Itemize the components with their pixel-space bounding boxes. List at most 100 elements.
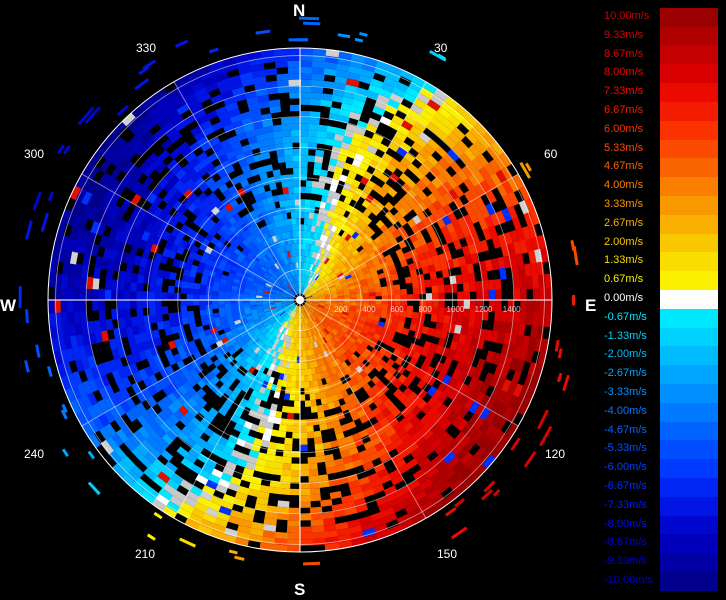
- velocity-cell: [257, 311, 265, 316]
- velocity-cell: [314, 284, 321, 289]
- velocity-cell: [256, 94, 270, 103]
- velocity-cell: [214, 148, 227, 159]
- velocity-cell: [304, 343, 308, 351]
- velocity-cell: [489, 413, 502, 428]
- velocity-cell: [479, 394, 491, 408]
- velocity-cell: [103, 409, 116, 424]
- velocity-cell: [349, 246, 357, 254]
- velocity-cell: [106, 148, 120, 163]
- velocity-cell: [249, 322, 257, 329]
- legend-label: -8.00m/s: [604, 517, 647, 530]
- velocity-cell: [266, 252, 273, 260]
- velocity-cell: [413, 420, 425, 432]
- velocity-cell: [264, 286, 271, 291]
- outer-echo: [117, 104, 130, 116]
- velocity-cell: [536, 261, 545, 277]
- velocity-cell: [93, 375, 105, 390]
- velocity-cell: [266, 86, 280, 95]
- velocity-cell: [530, 324, 539, 339]
- velocity-cell: [132, 236, 142, 248]
- velocity-cell: [192, 293, 200, 300]
- velocity-cell: [408, 81, 424, 94]
- velocity-cell: [472, 416, 485, 431]
- velocity-cell: [308, 130, 319, 138]
- velocity-cell: [329, 331, 336, 338]
- velocity-cell: [443, 136, 457, 150]
- velocity-cell: [177, 404, 189, 416]
- velocity-cell: [512, 383, 524, 399]
- velocity-cell: [165, 126, 179, 139]
- velocity-cell: [324, 291, 331, 295]
- velocity-cell: [265, 245, 272, 253]
- velocity-cell: [309, 335, 314, 343]
- velocity-cell: [287, 406, 295, 414]
- velocity-cell: [347, 356, 355, 364]
- velocity-cell: [191, 442, 204, 454]
- velocity-cell: [264, 131, 276, 140]
- velocity-cell: [259, 226, 266, 235]
- velocity-cell: [322, 321, 329, 327]
- velocity-cell: [188, 75, 204, 87]
- velocity-cell: [411, 75, 427, 88]
- legend-label: -4.00m/s: [604, 404, 647, 417]
- velocity-cell: [425, 293, 433, 301]
- velocity-cell: [258, 100, 271, 109]
- velocity-cell: [334, 133, 345, 142]
- velocity-cell: [295, 369, 300, 376]
- velocity-cell: [331, 329, 338, 336]
- velocity-cell: [328, 354, 335, 362]
- velocity-cell: [369, 478, 382, 489]
- velocity-cell: [284, 307, 291, 312]
- velocity-cell: [345, 401, 355, 410]
- velocity-cell: [450, 443, 464, 457]
- velocity-cell: [339, 108, 352, 118]
- velocity-cell: [164, 349, 174, 359]
- velocity-cell: [232, 369, 241, 379]
- velocity-cell: [284, 225, 290, 233]
- velocity-cell: [393, 458, 407, 470]
- velocity-cell: [406, 130, 420, 143]
- velocity-cell: [337, 340, 345, 348]
- velocity-cell: [48, 298, 55, 314]
- velocity-cell: [285, 315, 290, 322]
- velocity-cell: [435, 173, 448, 186]
- velocity-cell: [334, 75, 349, 85]
- velocity-cell: [357, 354, 366, 363]
- velocity-cell: [357, 515, 373, 526]
- velocity-cell: [327, 164, 337, 173]
- velocity-cell: [278, 487, 291, 496]
- velocity-cell: [362, 289, 369, 294]
- velocity-cell: [82, 332, 91, 346]
- velocity-cell: [384, 201, 394, 212]
- velocity-cell: [258, 234, 266, 242]
- velocity-cell: [402, 377, 413, 388]
- velocity-cell: [295, 337, 299, 345]
- velocity-cell: [163, 213, 174, 225]
- velocity-cell: [219, 282, 227, 289]
- velocity-cell: [429, 116, 444, 130]
- velocity-cell: [173, 97, 188, 110]
- velocity-cell: [515, 252, 525, 267]
- velocity-cell: [155, 360, 166, 372]
- velocity-cell: [83, 367, 95, 382]
- velocity-cell: [220, 117, 234, 128]
- velocity-cell: [430, 313, 438, 323]
- velocity-cell: [244, 461, 256, 471]
- velocity-cell: [366, 248, 375, 256]
- range-label: 1000: [447, 305, 465, 314]
- velocity-cell: [303, 305, 308, 311]
- velocity-cell: [231, 340, 239, 349]
- velocity-cell: [180, 280, 189, 289]
- velocity-cell: [230, 140, 242, 151]
- velocity-cell: [264, 164, 274, 173]
- velocity-cell: [276, 345, 282, 353]
- velocity-cell: [433, 88, 450, 102]
- velocity-cell: [323, 454, 335, 462]
- velocity-cell: [457, 406, 470, 420]
- velocity-cell: [363, 374, 372, 384]
- velocity-cell: [276, 506, 290, 514]
- azimuth-spoke: [81, 299, 301, 427]
- velocity-cell: [180, 286, 188, 295]
- velocity-cell: [147, 232, 157, 244]
- velocity-cell: [282, 304, 289, 308]
